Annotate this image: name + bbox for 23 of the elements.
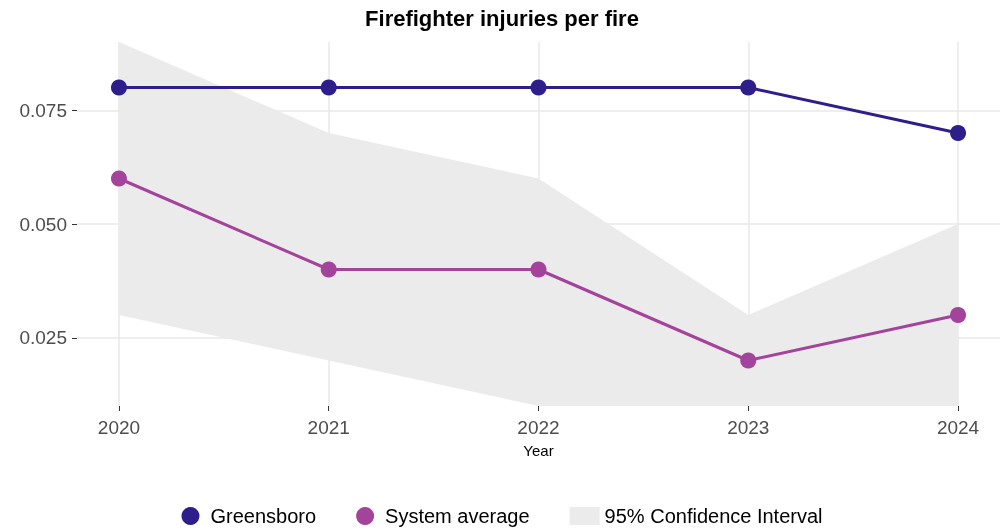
x-tick-label: 2021: [307, 417, 350, 438]
point: [530, 261, 547, 278]
y-tick-label: 0.025: [19, 327, 67, 349]
chart-title: Firefighter injuries per fire: [365, 5, 639, 31]
point: [320, 79, 337, 96]
y-tick-label: 0.075: [19, 99, 67, 121]
x-axis-title: Year: [523, 442, 554, 459]
legend-label: 95% Confidence Interval: [604, 505, 823, 527]
point: [320, 261, 337, 278]
point: [110, 170, 127, 187]
x-tick-label: 2022: [517, 417, 560, 438]
legend-label: Greensboro: [210, 505, 317, 527]
point: [530, 79, 547, 96]
point: [110, 79, 127, 96]
point: [740, 352, 757, 369]
legend-label: System average: [385, 505, 530, 527]
point: [950, 125, 967, 141]
point: [950, 307, 967, 323]
x-tick-label: 2020: [97, 417, 141, 438]
x-tick-label: 2023: [727, 417, 770, 438]
x-tick-label: 2024: [936, 417, 980, 438]
point: [740, 79, 757, 96]
y-tick-label: 0.050: [19, 213, 67, 235]
